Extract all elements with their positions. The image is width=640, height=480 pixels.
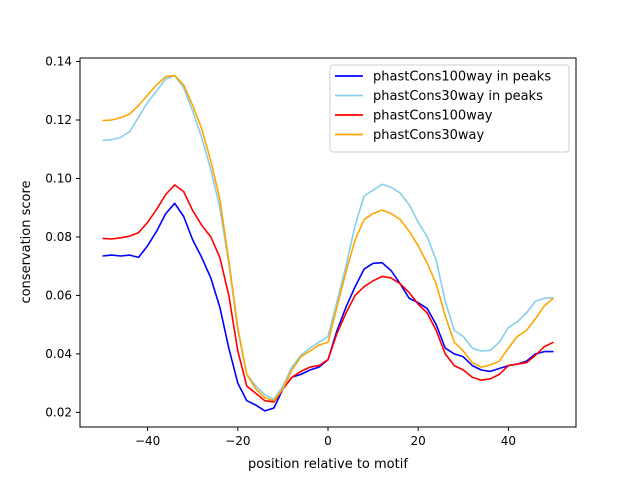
series-line-3 [102,74,555,402]
x-tick-label: −40 [135,434,160,448]
series-layer [102,74,555,412]
y-axis: 0.02 0.04 0.06 0.08 0.10 0.12 0.14 [45,55,80,419]
y-tick-label: 0.04 [45,347,72,361]
y-tick-label: 0.06 [45,288,72,302]
y-tick-label: 0.14 [45,55,72,69]
legend-box [329,64,570,153]
y-axis-label: conservation score [19,180,34,303]
legend: phastCons100way in peaks phastCons30way i… [329,64,570,153]
legend-label-1: phastCons30way in peaks [373,89,543,104]
x-tick-label: 0 [324,434,332,448]
x-tick-label: 40 [501,434,516,448]
y-tick-label: 0.08 [45,230,72,244]
legend-label-3: phastCons30way [373,128,485,143]
y-tick-label: 0.02 [45,405,72,419]
legend-label-2: phastCons100way [373,109,493,124]
series-line-2 [102,184,554,403]
x-tick-label: −20 [225,434,250,448]
y-tick-label: 0.10 [45,171,72,185]
legend-label-0: phastCons100way in peaks [373,70,551,85]
x-axis-label: position relative to motif [248,457,408,472]
x-tick-label: 20 [411,434,426,448]
y-tick-label: 0.12 [45,113,72,127]
x-axis: −40 −20 0 20 40 [135,427,516,448]
